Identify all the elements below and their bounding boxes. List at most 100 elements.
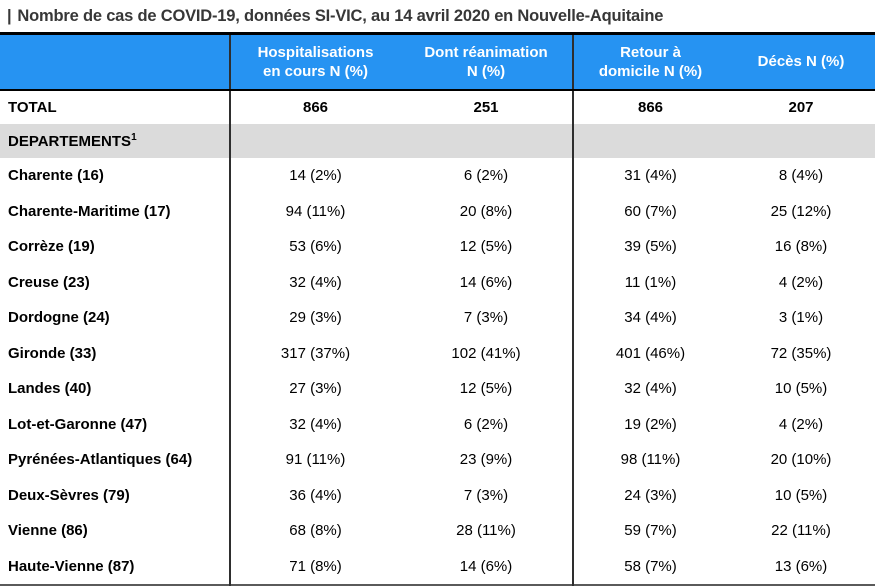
value-cell: 12 (5%) [400, 229, 574, 265]
value-cell: 59 (7%) [624, 522, 677, 540]
department-label: Gironde (33) [0, 335, 231, 371]
value-cell: 34 (4%) [624, 309, 677, 327]
value-cell: 32 (4%) [289, 273, 342, 291]
value-cell: 72 (35%) [770, 344, 832, 362]
col-header-empty [0, 33, 231, 91]
table-row: Creuse (23) 32 (4%) 14 (6%) 11 (1%) 4 (2%) [0, 264, 875, 300]
table-row: Vienne (86) 68 (8%) 28 (11%) 59 (7%) 22 (11%… [0, 513, 875, 549]
value-cell: 14 (6%) [400, 548, 574, 585]
table-row: Lot-et-Garonne (47) 32 (4%) 6 (2%) 19 (2%) 4… [0, 406, 875, 442]
department-label: Landes (40) [0, 371, 231, 407]
value-cell: 11 (1%) [624, 273, 677, 291]
table-row: Haute-Vienne (87) 71 (8%) 14 (6%) 58 (7%) 13… [0, 548, 875, 585]
value-cell: 16 (8%) [774, 238, 828, 256]
value-cell: 68 (8%) [289, 522, 342, 540]
col-header-retour-domicile: Retour à domicile N (%) [573, 33, 727, 91]
value-cell: 401 (46%) [615, 344, 686, 362]
header-row: Hospitalisations en cours N (%) Dont réa… [0, 33, 875, 91]
table-row: Charente-Maritime (17) 94 (11%) 20 (8%) 60 … [0, 193, 875, 229]
total-row: TOTAL 866 251 866 207 [0, 90, 875, 124]
value-cell: 4 (2%) [778, 273, 824, 291]
value-cell: 6 (2%) [400, 158, 574, 194]
value-cell: 4 (2%) [778, 415, 824, 433]
report-title-text: Nombre de cas de COVID-19, données SI-VI… [17, 7, 664, 25]
value-cell: 24 (3%) [624, 486, 677, 504]
total-value-retour-domicile: 866 [637, 99, 664, 116]
col-header-line: N (%) [466, 63, 506, 80]
col-header-line: Décès N (%) [757, 53, 845, 71]
department-label: Vienne (86) [0, 513, 231, 549]
col-header-deces: Décès N (%) [727, 33, 875, 91]
department-label: Charente-Maritime (17) [0, 193, 231, 229]
section-label: DEPARTEMENTS1 [0, 124, 231, 158]
value-cell: 53 (6%) [289, 238, 342, 256]
value-cell: 31 (4%) [624, 167, 677, 185]
value-cell: 28 (11%) [400, 513, 574, 549]
value-cell: 10 (5%) [774, 486, 828, 504]
value-cell: 3 (1%) [778, 309, 824, 327]
table-header: Hospitalisations en cours N (%) Dont réa… [0, 33, 875, 91]
value-cell: 39 (5%) [624, 238, 677, 256]
table-row: Dordogne (24) 29 (3%) 7 (3%) 34 (4%) 3 (1%) [0, 300, 875, 336]
col-header-line: Dont réanimation [424, 43, 548, 61]
value-cell: 19 (2%) [624, 415, 677, 433]
table-row: Charente (16) 14 (2%) 6 (2%) 31 (4%) 8 (4%) [0, 158, 875, 194]
table-row: Deux-Sèvres (79) 36 (4%) 7 (3%) 24 (3%) 10 (… [0, 477, 875, 513]
section-label-text: DEPARTEMENTS [8, 133, 132, 150]
value-cell: 10 (5%) [774, 380, 828, 398]
value-cell: 94 (11%) [285, 202, 346, 220]
value-cell: 6 (2%) [400, 406, 574, 442]
value-cell: 8 (4%) [778, 167, 824, 185]
section-empty-cell [573, 124, 727, 158]
title-bar-glyph: | [7, 7, 12, 25]
department-label: Lot-et-Garonne (47) [0, 406, 231, 442]
covid-data-table: Hospitalisations en cours N (%) Dont réa… [0, 32, 875, 586]
value-cell: 36 (4%) [289, 486, 342, 504]
department-label: Creuse (23) [0, 264, 231, 300]
table-row: Gironde (33) 317 (37%) 102 (41%) 401 (46%) 7… [0, 335, 875, 371]
section-label-superscript: 1 [131, 132, 137, 143]
col-header-line: Retour à [620, 43, 681, 61]
total-value-reanimation: 251 [400, 90, 574, 124]
report-title: | Nombre de cas de COVID-19, données SI-V… [0, 0, 875, 32]
table-row: Corrèze (19) 53 (6%) 12 (5%) 39 (5%) 16 (8%) [0, 229, 875, 265]
department-label: Pyrénées-Atlantiques (64) [0, 442, 231, 478]
department-label: Deux-Sèvres (79) [0, 477, 231, 513]
value-cell: 14 (6%) [400, 264, 574, 300]
value-cell: 20 (8%) [400, 193, 574, 229]
table-body-fixed: TOTAL 866 251 866 207 DEPARTEMENTS1 [0, 90, 875, 158]
table-row: Pyrénées-Atlantiques (64) 91 (11%) 23 (9%)… [0, 442, 875, 478]
department-label: Corrèze (19) [0, 229, 231, 265]
value-cell: 98 (11%) [620, 451, 681, 469]
value-cell: 7 (3%) [400, 300, 574, 336]
value-cell: 22 (11%) [771, 522, 831, 540]
section-row-departements: DEPARTEMENTS1 [0, 124, 875, 158]
department-rows: Charente (16) 14 (2%) 6 (2%) 31 (4%) 8 (4%) C… [0, 158, 875, 585]
col-header-reanimation: Dont réanimation N (%) [400, 33, 574, 91]
section-empty-cell [727, 124, 875, 158]
total-label: TOTAL [0, 90, 231, 124]
department-label: Haute-Vienne (87) [0, 548, 231, 585]
value-cell: 23 (9%) [400, 442, 574, 478]
value-cell: 20 (10%) [770, 451, 832, 469]
value-cell: 317 (37%) [280, 344, 351, 362]
total-value-deces: 207 [788, 99, 814, 116]
value-cell: 29 (3%) [289, 309, 342, 327]
col-header-line: Hospitalisations [257, 43, 374, 61]
value-cell: 27 (3%) [289, 380, 342, 398]
value-cell: 25 (12%) [770, 202, 832, 220]
value-cell: 60 (7%) [624, 202, 677, 220]
col-header-hospitalisations: Hospitalisations en cours N (%) [230, 33, 400, 91]
col-header-line: domicile N (%) [598, 63, 703, 80]
col-header-line: en cours N (%) [262, 63, 368, 80]
value-cell: 13 (6%) [774, 557, 828, 575]
value-cell: 32 (4%) [289, 415, 342, 433]
value-cell: 32 (4%) [624, 380, 677, 398]
table-row: Landes (40) 27 (3%) 12 (5%) 32 (4%) 10 (5%) [0, 371, 875, 407]
department-label: Dordogne (24) [0, 300, 231, 336]
section-empty-cell [400, 124, 574, 158]
value-cell: 12 (5%) [400, 371, 574, 407]
value-cell: 14 (2%) [289, 167, 342, 185]
value-cell: 102 (41%) [400, 335, 574, 371]
